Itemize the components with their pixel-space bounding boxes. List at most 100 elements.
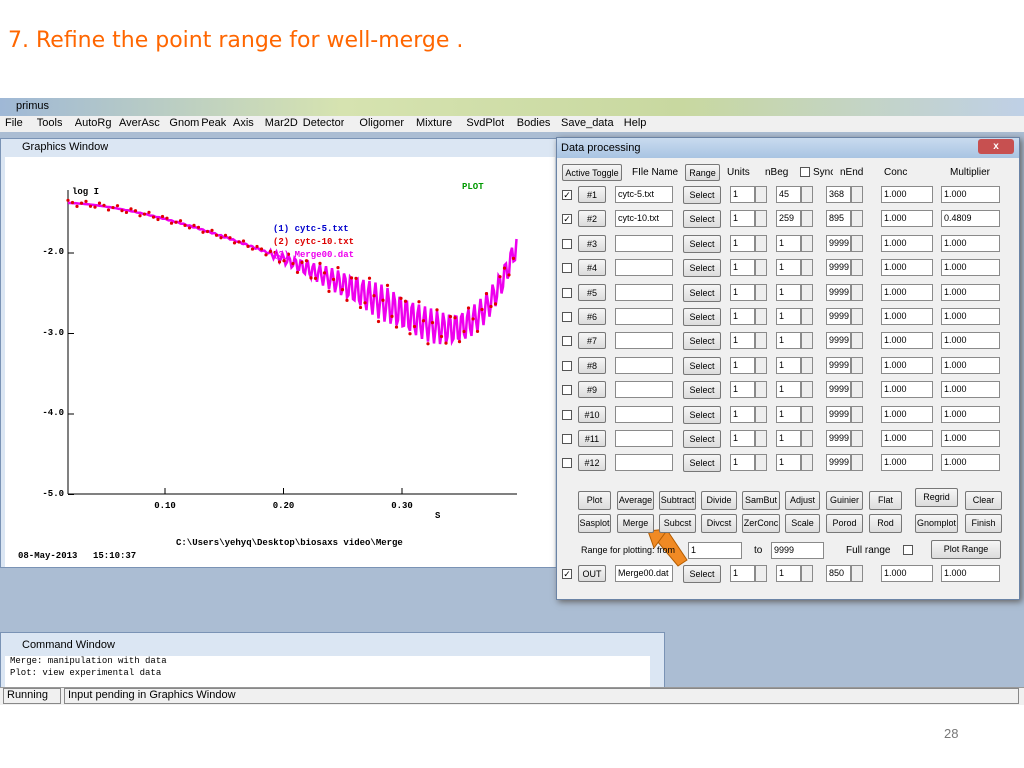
spinner[interactable] bbox=[755, 308, 767, 325]
select-button[interactable]: Select bbox=[683, 454, 721, 473]
spinner[interactable] bbox=[755, 565, 767, 582]
spinner[interactable] bbox=[851, 381, 863, 399]
multiplier-input[interactable]: 1.000 bbox=[941, 356, 1000, 374]
action-button[interactable]: Porod bbox=[826, 514, 863, 533]
units-input[interactable]: 1 bbox=[730, 430, 755, 447]
nbeg-input[interactable]: 1 bbox=[776, 405, 801, 423]
file-input[interactable] bbox=[615, 405, 673, 423]
row-button[interactable]: #1 bbox=[578, 186, 606, 203]
full-range-checkbox[interactable] bbox=[903, 545, 913, 555]
menu-item[interactable]: Bodies bbox=[516, 117, 551, 129]
select-button[interactable]: Select bbox=[683, 356, 721, 375]
action-button[interactable]: Divide bbox=[701, 491, 737, 510]
spinner[interactable] bbox=[755, 210, 767, 228]
menu-item[interactable]: AutoRg bbox=[74, 117, 112, 129]
units-input[interactable]: 1 bbox=[730, 283, 755, 301]
spinner[interactable] bbox=[755, 430, 767, 447]
row-button[interactable]: #6 bbox=[578, 308, 606, 325]
nbeg-input[interactable]: 1 bbox=[776, 234, 801, 252]
nend-input[interactable]: 368 bbox=[826, 186, 851, 203]
conc-input[interactable]: 1.000 bbox=[881, 186, 933, 203]
action-button[interactable]: ZerConc bbox=[742, 514, 780, 533]
nend-input[interactable]: 9999 bbox=[826, 405, 851, 423]
menu-item[interactable]: SvdPlot bbox=[466, 117, 505, 129]
nbeg-input[interactable]: 1 bbox=[776, 454, 801, 472]
range-button[interactable]: Range bbox=[685, 164, 720, 181]
menu-item[interactable]: Tools bbox=[36, 117, 63, 129]
menu-item[interactable]: Help bbox=[623, 117, 647, 129]
menu-item[interactable]: Mixture bbox=[416, 117, 453, 129]
units-input[interactable]: 1 bbox=[730, 234, 755, 252]
select-button[interactable]: Select bbox=[683, 430, 721, 448]
plot-range-button[interactable]: Plot Range bbox=[931, 540, 1001, 559]
spinner[interactable] bbox=[851, 283, 863, 301]
nbeg-input[interactable]: 1 bbox=[776, 332, 801, 350]
conc-input[interactable]: 1.000 bbox=[881, 332, 933, 350]
conc-input[interactable]: 1.000 bbox=[881, 381, 933, 399]
file-input[interactable] bbox=[615, 308, 673, 325]
conc-input[interactable]: 1.000 bbox=[881, 308, 933, 325]
menu-item[interactable]: File bbox=[5, 117, 23, 129]
checkbox[interactable]: ✓ bbox=[562, 214, 572, 225]
multiplier-input[interactable]: 1.000 bbox=[941, 308, 1000, 325]
conc-input[interactable]: 1.000 bbox=[881, 259, 933, 277]
spinner[interactable] bbox=[851, 332, 863, 350]
spinner[interactable] bbox=[851, 565, 863, 582]
file-input[interactable] bbox=[615, 381, 673, 399]
menu-item[interactable]: Oligomer bbox=[359, 117, 405, 129]
spinner[interactable] bbox=[801, 356, 813, 374]
nbeg-input[interactable]: 1 bbox=[776, 381, 801, 399]
row-button[interactable]: #11 bbox=[578, 430, 606, 447]
checkbox[interactable] bbox=[562, 336, 572, 347]
spinner[interactable] bbox=[801, 381, 813, 399]
spinner[interactable] bbox=[755, 381, 767, 399]
spinner[interactable] bbox=[801, 234, 813, 252]
action-button[interactable]: Merge bbox=[617, 514, 654, 533]
file-input[interactable] bbox=[615, 430, 673, 447]
menu-item[interactable]: Save_data bbox=[561, 117, 614, 129]
spinner[interactable] bbox=[801, 332, 813, 350]
units-input[interactable]: 1 bbox=[730, 210, 755, 228]
close-button[interactable]: x bbox=[978, 139, 1014, 154]
row-button[interactable]: OUT bbox=[578, 565, 606, 582]
action-button[interactable]: Average bbox=[617, 491, 654, 510]
range-from[interactable]: 1 bbox=[688, 542, 742, 559]
conc-input[interactable]: 1.000 bbox=[881, 454, 933, 472]
row-button[interactable]: #8 bbox=[578, 356, 606, 374]
checkbox[interactable] bbox=[562, 458, 572, 469]
toggle-button[interactable]: Active Toggle bbox=[562, 164, 622, 181]
action-button[interactable]: Sasplot bbox=[578, 514, 611, 533]
spinner[interactable] bbox=[851, 308, 863, 325]
conc-input[interactable]: 1.000 bbox=[881, 356, 933, 374]
file-input[interactable] bbox=[615, 234, 673, 252]
select-button[interactable]: Select bbox=[683, 210, 721, 229]
row-button[interactable]: #2 bbox=[578, 210, 606, 228]
nend-input[interactable]: 9999 bbox=[826, 332, 851, 350]
spinner[interactable] bbox=[755, 332, 767, 350]
file-input[interactable] bbox=[615, 283, 673, 301]
conc-input[interactable]: 1.000 bbox=[881, 565, 933, 582]
units-input[interactable]: 1 bbox=[730, 186, 755, 203]
action-button[interactable]: Plot bbox=[578, 491, 611, 510]
checkbox[interactable] bbox=[562, 385, 572, 396]
menu-item[interactable]: Detector bbox=[302, 117, 345, 129]
row-button[interactable]: #12 bbox=[578, 454, 606, 472]
nend-input[interactable]: 9999 bbox=[826, 283, 851, 301]
menu-item[interactable]: Mar2D bbox=[264, 117, 298, 129]
nbeg-input[interactable]: 259 bbox=[776, 210, 801, 228]
multiplier-input[interactable]: 1.000 bbox=[941, 186, 1000, 203]
spinner[interactable] bbox=[851, 210, 863, 228]
file-input[interactable]: cytc-10.txt bbox=[615, 210, 673, 228]
file-input[interactable]: cytc-5.txt bbox=[615, 186, 673, 203]
nend-input[interactable]: 9999 bbox=[826, 259, 851, 277]
nbeg-input[interactable]: 1 bbox=[776, 356, 801, 374]
spinner[interactable] bbox=[755, 186, 767, 203]
conc-input[interactable]: 1.000 bbox=[881, 430, 933, 447]
row-button[interactable]: #9 bbox=[578, 381, 606, 399]
spinner[interactable] bbox=[801, 186, 813, 203]
conc-input[interactable]: 1.000 bbox=[881, 283, 933, 301]
select-button[interactable]: Select bbox=[683, 308, 721, 326]
spinner[interactable] bbox=[851, 454, 863, 472]
checkbox[interactable] bbox=[562, 434, 572, 444]
nbeg-input[interactable]: 1 bbox=[776, 430, 801, 447]
